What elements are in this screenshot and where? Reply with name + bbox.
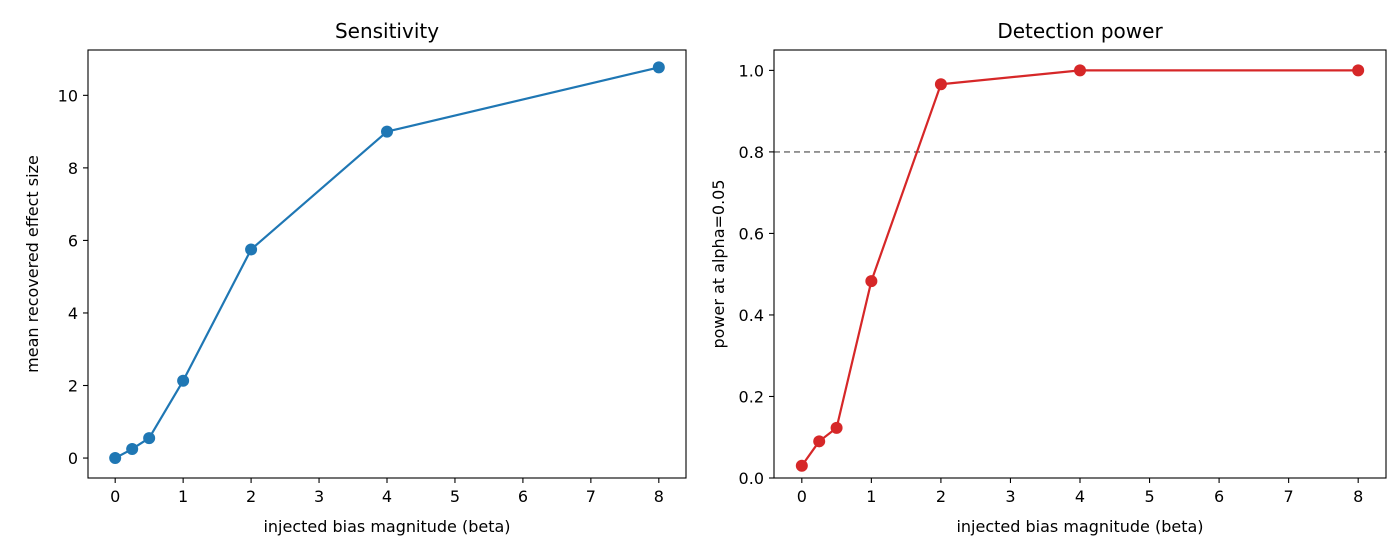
y-tick-label: 4 xyxy=(68,304,78,323)
y-tick-label: 0.0 xyxy=(739,469,764,488)
data-point xyxy=(813,435,826,448)
x-tick-label: 0 xyxy=(110,487,120,506)
x-tick-label: 7 xyxy=(586,487,596,506)
x-tick-label: 8 xyxy=(654,487,664,506)
y-axis-label: mean recovered effect size xyxy=(23,155,42,373)
chart-title: Sensitivity xyxy=(335,19,439,43)
data-point xyxy=(934,78,947,91)
plot-frame xyxy=(87,49,687,479)
y-tick-label: 8 xyxy=(68,159,78,178)
data-point xyxy=(830,421,843,434)
chart-title: Detection power xyxy=(997,19,1163,43)
data-point xyxy=(381,125,393,138)
chart-panel-1: 0 1 2 3 4 5 6 7 8 0 2 4 6 8 10 Sensitivity injected bias… xyxy=(23,19,687,536)
data-point xyxy=(109,452,122,465)
y-tick-label: 0.2 xyxy=(739,387,764,406)
y-axis-label: power at alpha=0.05 xyxy=(709,179,728,348)
data-point xyxy=(177,374,190,387)
plot-frame xyxy=(773,49,1387,479)
x-tick-label: 0 xyxy=(797,487,807,506)
data-point xyxy=(652,61,665,74)
x-tick-label: 1 xyxy=(178,487,188,506)
x-tick-label: 3 xyxy=(1005,487,1015,506)
y-tick-label: 10 xyxy=(58,86,78,105)
y-tick-label: 6 xyxy=(68,231,78,250)
x-tick-label: 7 xyxy=(1284,487,1294,506)
x-tick-label: 5 xyxy=(450,487,460,506)
x-axis-label: injected bias magnitude (beta) xyxy=(263,517,510,536)
x-tick-label: 1 xyxy=(866,487,876,506)
y-tick-label: 2 xyxy=(68,377,78,396)
x-tick-label: 3 xyxy=(314,487,324,506)
x-tick-label: 4 xyxy=(1075,487,1085,506)
y-tick-label: 1.0 xyxy=(739,61,764,80)
series-line xyxy=(800,69,1359,467)
data-point xyxy=(795,459,808,472)
x-tick-label: 6 xyxy=(1214,487,1224,506)
x-axis-label: injected bias magnitude (beta) xyxy=(956,517,1203,536)
x-tick-label: 2 xyxy=(936,487,946,506)
chart-panel-2: 0 1 2 3 4 5 6 7 8 0.0 0.2 0.4 0.6 0.8 1.0 Detection pow… xyxy=(709,19,1387,536)
data-point xyxy=(1352,64,1365,77)
data-point xyxy=(245,243,258,256)
data-point xyxy=(126,442,139,455)
x-tick-label: 5 xyxy=(1144,487,1154,506)
y-tick-label: 0.4 xyxy=(739,306,764,325)
x-tick-label: 6 xyxy=(518,487,528,506)
data-point xyxy=(865,275,878,288)
x-tick-label: 8 xyxy=(1353,487,1363,506)
y-tick-label: 0.8 xyxy=(739,143,764,162)
x-tick-label: 2 xyxy=(246,487,256,506)
data-point xyxy=(1074,64,1086,77)
y-tick-label: 0.6 xyxy=(739,224,764,243)
data-point xyxy=(143,432,156,445)
y-tick-label: 0 xyxy=(68,449,78,468)
x-tick-label: 4 xyxy=(382,487,392,506)
